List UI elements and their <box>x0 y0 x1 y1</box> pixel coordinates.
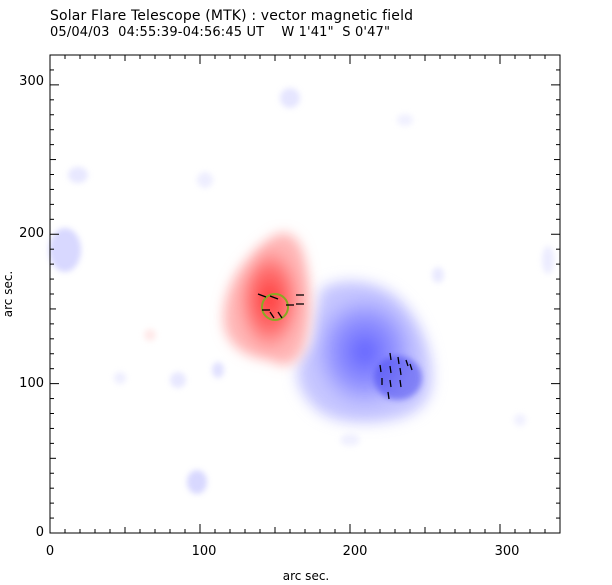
positive-polarity-region <box>223 232 311 365</box>
y-axis-label: arc sec. <box>1 271 15 317</box>
x-tick-label: 300 <box>495 544 520 559</box>
flare-location-circle <box>261 293 289 321</box>
x-axis-ticks <box>49 55 561 533</box>
figure-header: Solar Flare Telescope (MTK) : vector mag… <box>50 8 413 41</box>
y-axis-ticks <box>50 54 560 534</box>
figure-title: Solar Flare Telescope (MTK) : vector mag… <box>50 8 414 24</box>
y-tick-label: 200 <box>19 226 44 241</box>
y-tick-label: 100 <box>19 376 44 391</box>
x-tick-label: 100 <box>192 544 217 559</box>
negative-polarity-region <box>297 281 433 423</box>
x-axis-label: arc sec. <box>283 569 329 583</box>
figure-subtitle: 05/04/03 04:55:39-04:56:45 UT W 1'41" S … <box>50 25 391 40</box>
x-tick-label: 0 <box>46 544 54 559</box>
transverse-field-vectors-negative <box>379 352 413 400</box>
background-noise <box>49 88 554 494</box>
y-tick-label: 0 <box>36 525 44 540</box>
x-tick-label: 200 <box>343 544 368 559</box>
transverse-field-vectors-positive <box>257 293 304 319</box>
y-tick-label: 300 <box>19 74 44 89</box>
